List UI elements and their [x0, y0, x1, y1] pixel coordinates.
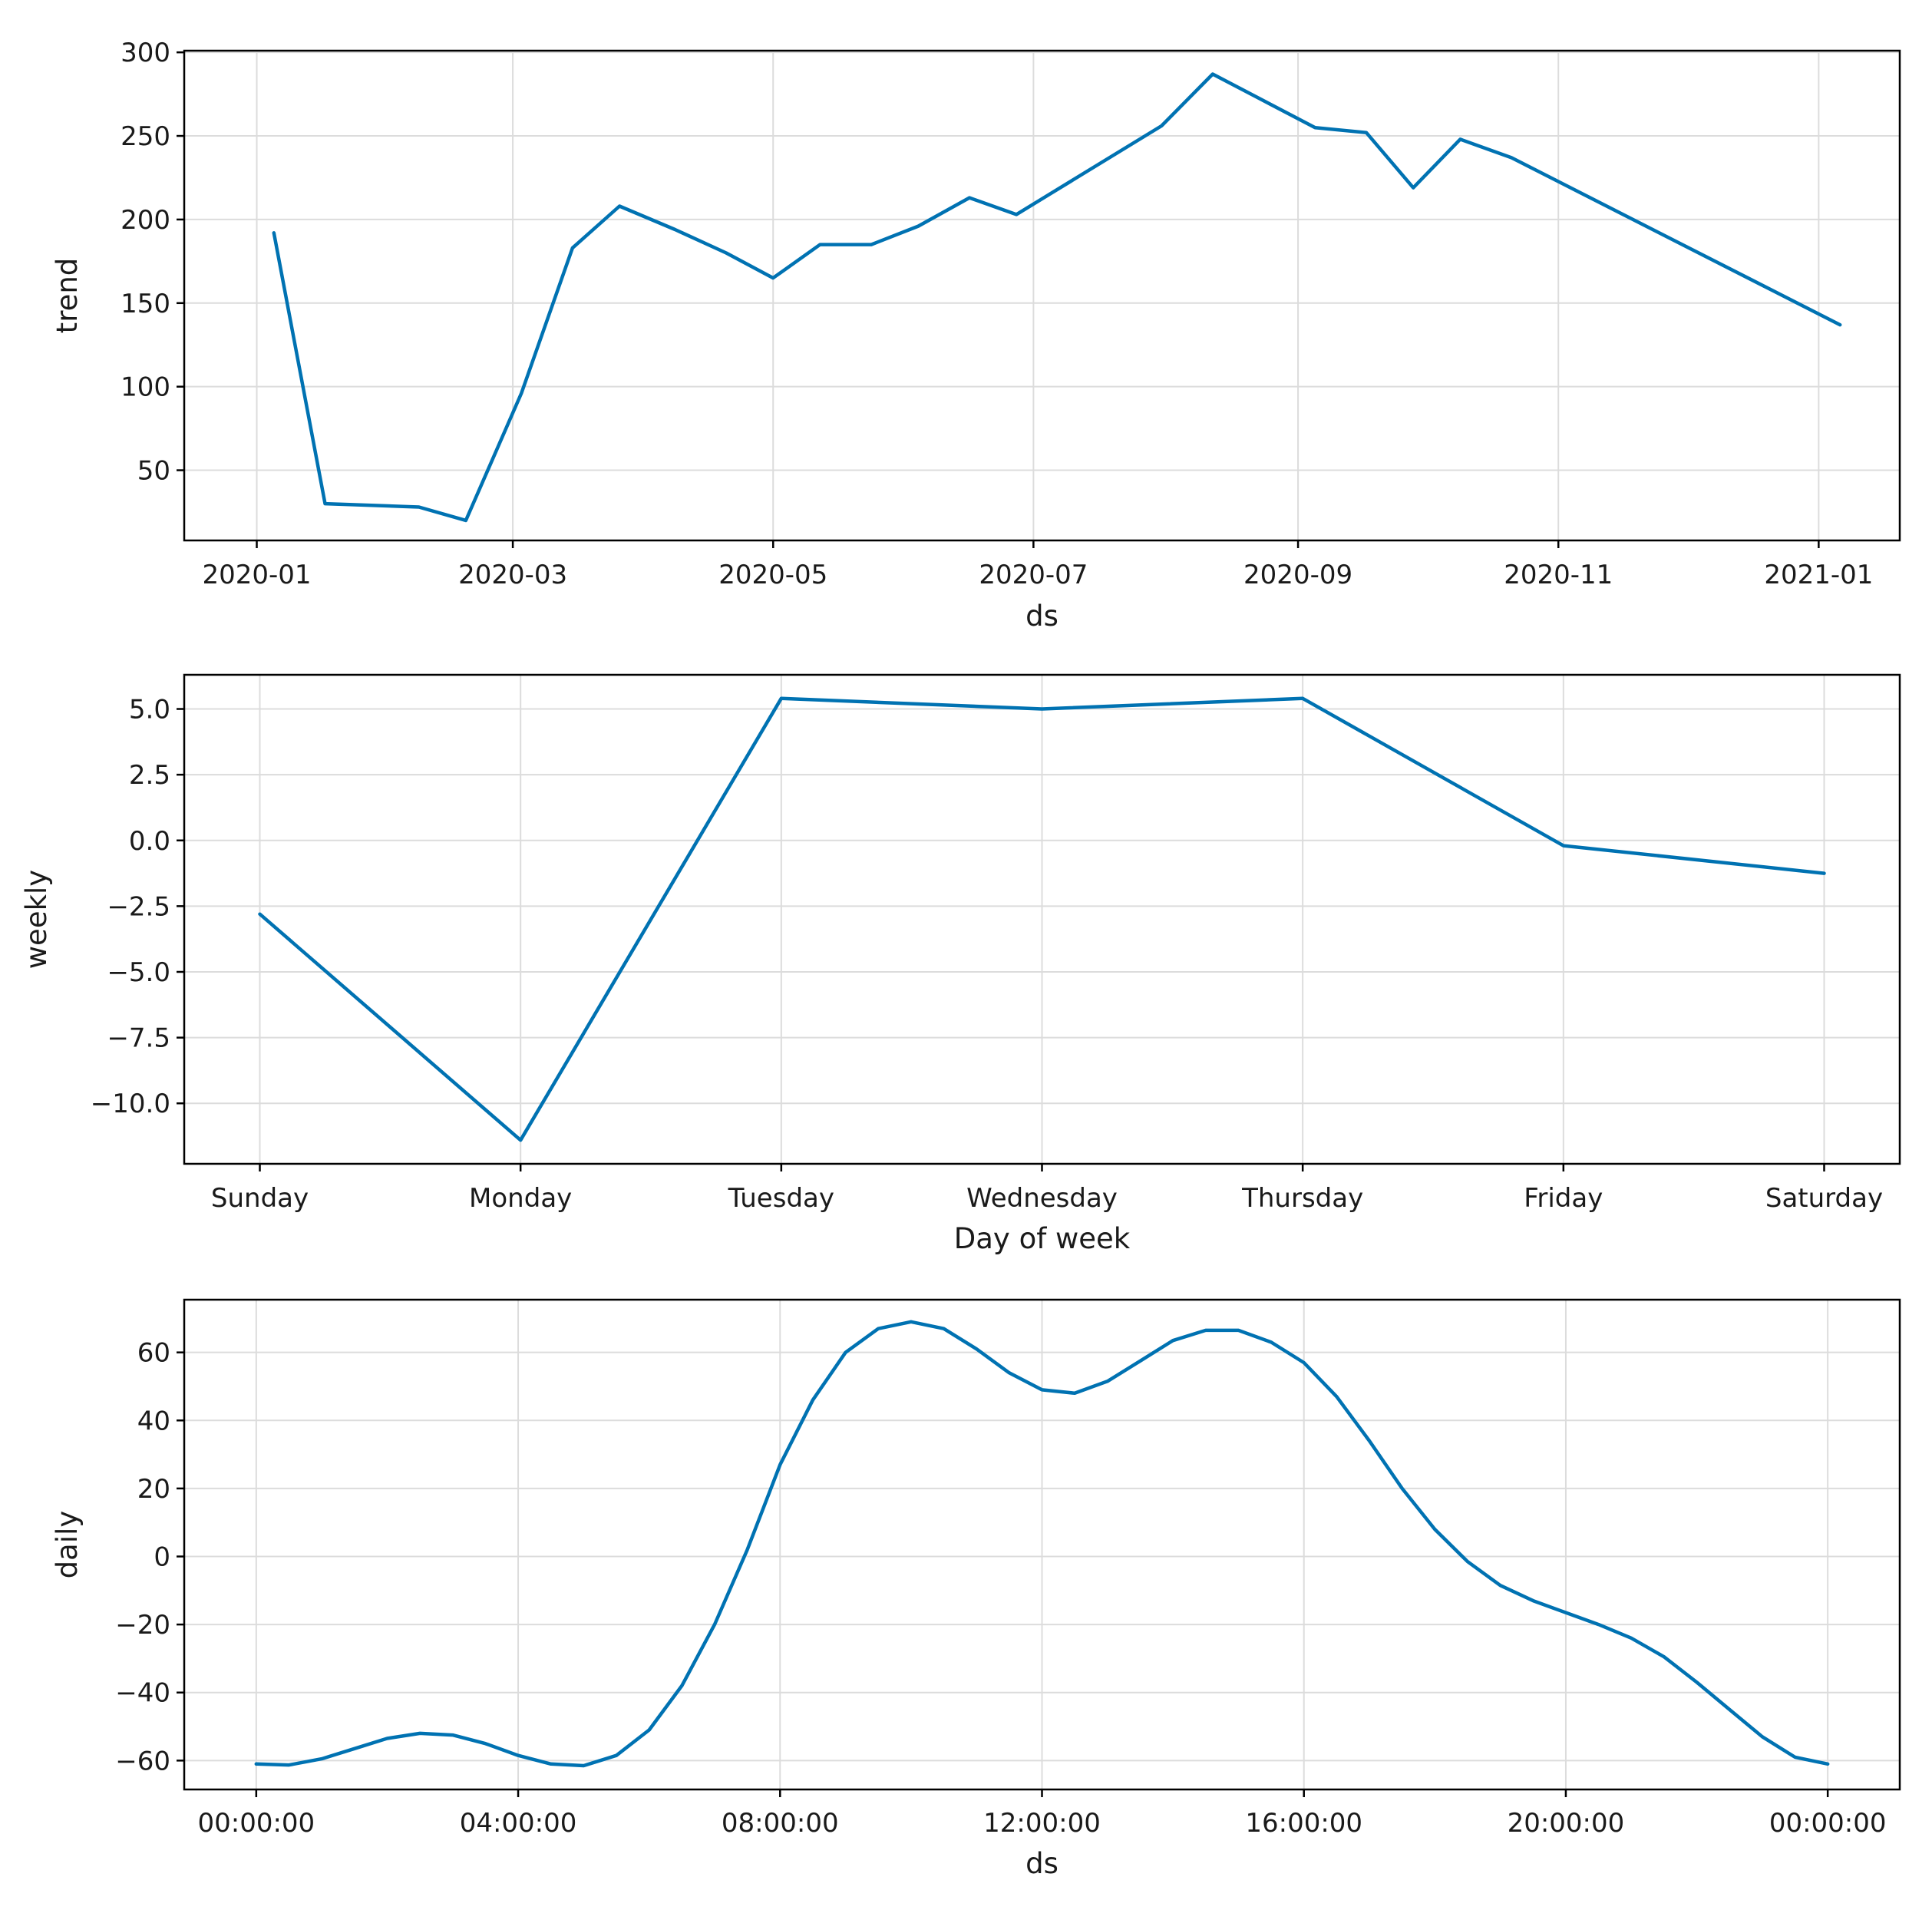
y-tick-label: −5.0 — [107, 957, 170, 988]
y-tick-label: −60 — [115, 1746, 170, 1776]
y-tick-label: −40 — [115, 1678, 170, 1709]
daily-y-axis-label: daily — [51, 1511, 84, 1579]
x-tick-label: 16:00:00 — [1245, 1808, 1362, 1839]
panel-daily: 00:00:00 04:00:00 08:00:00 12:00:00 16:00:00… — [51, 1298, 1901, 1880]
x-tick-label: 20:00:00 — [1508, 1808, 1625, 1839]
x-tick-label: 2020-01 — [202, 560, 311, 590]
y-tick-label: 300 — [121, 38, 170, 68]
daily-series-line — [254, 1320, 1830, 1768]
trend-y-axis-label: trend — [51, 258, 84, 334]
y-tick-label: 250 — [121, 121, 170, 152]
trend-series-line — [272, 72, 1842, 523]
y-tick-label: −10.0 — [91, 1089, 170, 1119]
y-tick-label: 2.5 — [129, 760, 170, 791]
y-tick-label: 5.0 — [129, 695, 170, 725]
y-tick-label: 20 — [137, 1474, 170, 1505]
y-tick-label: −20 — [115, 1610, 170, 1641]
y-tick-label: 50 — [137, 456, 170, 487]
panel-trend: 2020-01 2020-03 2020-05 2020-07 2020-09 2020-… — [51, 38, 1901, 633]
panel-weekly: Sunday Monday Tuesday Wednesday Thursday Frid… — [20, 673, 1901, 1255]
y-tick-label: 60 — [137, 1338, 170, 1369]
trend-axes-frame — [183, 49, 1901, 542]
y-tick-label: 200 — [121, 205, 170, 236]
x-tick-label: Sunday — [211, 1183, 309, 1214]
weekly-x-axis-label: Day of week — [954, 1222, 1131, 1255]
daily-x-axis-label: ds — [1025, 1847, 1058, 1880]
x-tick-label: Friday — [1524, 1183, 1603, 1214]
x-tick-label: 2020-11 — [1504, 560, 1613, 590]
x-tick-label: Thursday — [1241, 1183, 1363, 1214]
x-tick-label: Monday — [469, 1183, 572, 1214]
x-tick-label: Saturday — [1765, 1183, 1883, 1214]
x-tick-label: 12:00:00 — [983, 1808, 1101, 1839]
x-tick-label: 04:00:00 — [460, 1808, 577, 1839]
trend-x-axis-label: ds — [1025, 600, 1058, 633]
x-tick-label: 00:00:00 — [1769, 1808, 1887, 1839]
x-tick-label: 2020-09 — [1243, 560, 1352, 590]
y-tick-label: −7.5 — [107, 1023, 170, 1054]
y-tick-label: 40 — [137, 1406, 170, 1436]
y-tick-label: 0 — [154, 1542, 170, 1573]
x-tick-label: Tuesday — [728, 1183, 834, 1214]
y-tick-label: 0.0 — [129, 826, 170, 857]
x-tick-label: 2021-01 — [1764, 560, 1873, 590]
y-tick-label: 150 — [121, 289, 170, 319]
x-tick-label: 2020-03 — [458, 560, 567, 590]
weekly-series-line — [258, 696, 1826, 1142]
x-tick-label: 2020-05 — [718, 560, 827, 590]
x-tick-label: Wednesday — [966, 1183, 1118, 1214]
y-tick-label: 100 — [121, 372, 170, 403]
x-tick-label: 08:00:00 — [722, 1808, 839, 1839]
x-tick-label: 00:00:00 — [197, 1808, 315, 1839]
weekly-y-axis-label: weekly — [20, 870, 53, 969]
y-tick-label: −2.5 — [107, 891, 170, 922]
x-tick-label: 2020-07 — [979, 560, 1088, 590]
